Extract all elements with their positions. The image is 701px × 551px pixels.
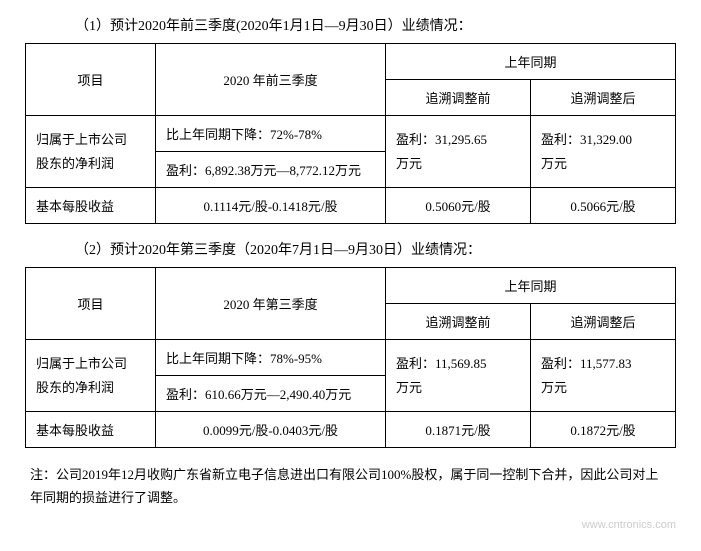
row1-after: 盈利：31,329.00 万元: [531, 116, 676, 188]
t2-row1-item-line2: 股东的净利润: [36, 376, 145, 399]
t2-row1-q-line2: 盈利：610.66万元—2,490.40万元: [156, 376, 386, 412]
t2-row2-after: 0.1872元/股: [531, 412, 676, 448]
row2-after: 0.5066元/股: [531, 188, 676, 224]
t2-row1-item-line1: 归属于上市公司: [36, 352, 145, 375]
row1-before-line1: 盈利：31,295.65: [396, 128, 520, 151]
t2-row2-item: 基本每股收益: [26, 412, 156, 448]
header2-prev-year: 上年同期: [386, 268, 676, 304]
header2-after-adj: 追溯调整后: [531, 304, 676, 340]
row2-item: 基本每股收益: [26, 188, 156, 224]
t2-row1-before: 盈利：11,569.85 万元: [386, 340, 531, 412]
note-text: 注：公司2019年12月收购广东省新立电子信息进出口有限公司100%股权，属于同…: [25, 463, 676, 510]
t2-row1-after-line2: 万元: [541, 376, 665, 399]
header2-before-adj: 追溯调整前: [386, 304, 531, 340]
header-prev-year: 上年同期: [386, 44, 676, 80]
row1-after-line2: 万元: [541, 152, 665, 175]
header-period: 2020 年前三季度: [156, 44, 386, 116]
row1-before: 盈利：31,295.65 万元: [386, 116, 531, 188]
t2-row1-q-line1: 比上年同期下降：78%-95%: [156, 340, 386, 376]
t2-row1-before-line2: 万元: [396, 376, 520, 399]
table2-title: （2）预计2020年第三季度（2020年7月1日—9月30日）业绩情况：: [25, 239, 676, 259]
header-item: 项目: [26, 44, 156, 116]
header2-item: 项目: [26, 268, 156, 340]
row2-before: 0.5060元/股: [386, 188, 531, 224]
t2-row1-after-line1: 盈利：11,577.83: [541, 352, 665, 375]
row1-q-line2: 盈利：6,892.38万元—8,772.12万元: [156, 152, 386, 188]
row1-q-line1: 比上年同期下降：72%-78%: [156, 116, 386, 152]
t2-row2-q: 0.0099元/股-0.0403元/股: [156, 412, 386, 448]
header-after-adj: 追溯调整后: [531, 80, 676, 116]
t2-row1-after: 盈利：11,577.83 万元: [531, 340, 676, 412]
row1-before-line2: 万元: [396, 152, 520, 175]
row1-item: 归属于上市公司 股东的净利润: [26, 116, 156, 188]
row1-item-line1: 归属于上市公司: [36, 128, 145, 151]
row1-item-line2: 股东的净利润: [36, 152, 145, 175]
header2-period: 2020 年第三季度: [156, 268, 386, 340]
table2: 项目 2020 年第三季度 上年同期 追溯调整前 追溯调整后 归属于上市公司 股…: [25, 267, 676, 448]
header-before-adj: 追溯调整前: [386, 80, 531, 116]
table1: 项目 2020 年前三季度 上年同期 追溯调整前 追溯调整后 归属于上市公司 股…: [25, 43, 676, 224]
table1-title: （1）预计2020年前三季度(2020年1月1日—9月30日）业绩情况：: [25, 15, 676, 35]
row2-q: 0.1114元/股-0.1418元/股: [156, 188, 386, 224]
t2-row2-before: 0.1871元/股: [386, 412, 531, 448]
t2-row1-before-line1: 盈利：11,569.85: [396, 352, 520, 375]
row1-after-line1: 盈利：31,329.00: [541, 128, 665, 151]
watermark: www.cntronics.com: [582, 519, 676, 531]
t2-row1-item: 归属于上市公司 股东的净利润: [26, 340, 156, 412]
